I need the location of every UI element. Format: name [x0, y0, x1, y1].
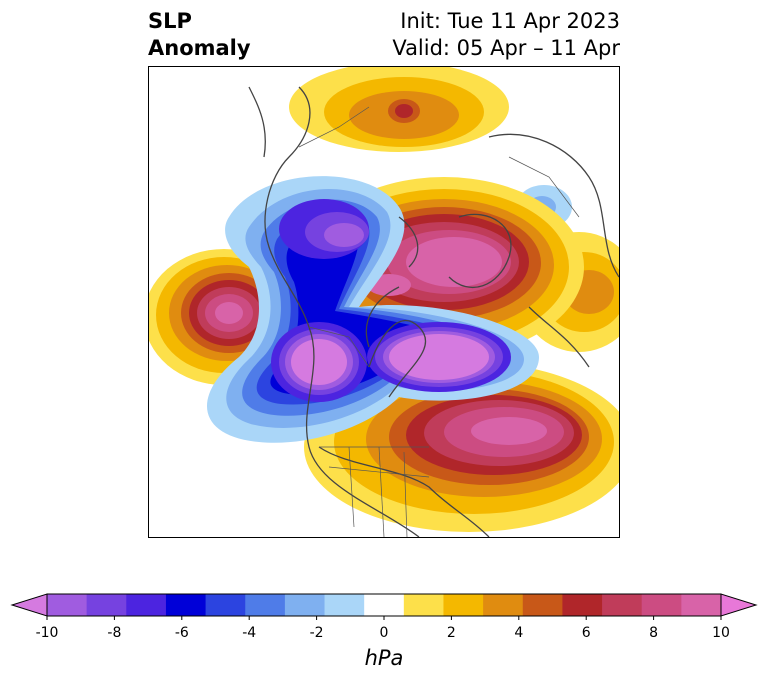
colorbar-extend-high [720, 593, 758, 617]
title-line-1: SLP [148, 9, 192, 33]
colorbar-extend-low [10, 593, 48, 617]
colorbar-tick-label: -6 [174, 625, 189, 641]
colorbar-segment [562, 594, 603, 616]
colorbar-segment [681, 594, 722, 616]
colorbar-tick-label: -8 [107, 625, 122, 641]
colorbar-segment [245, 594, 286, 616]
borders [298, 106, 580, 537]
colorbar-segment [205, 594, 246, 616]
chart-title: SLP Anomaly [148, 8, 251, 62]
colorbar [10, 593, 758, 620]
colorbar-segment [47, 594, 88, 616]
colorbar-tick-label: -4 [242, 625, 257, 641]
init-date: Init: Tue 11 Apr 2023 [400, 9, 620, 33]
title-line-2: Anomaly [148, 36, 251, 60]
slp-anomaly-map [149, 67, 619, 537]
colorbar-tick-label: -2 [309, 625, 324, 641]
map-panel [148, 66, 620, 538]
colorbar-tick-label: 4 [514, 625, 524, 641]
colorbar-segment [483, 594, 524, 616]
colorbar-tick-label: 8 [649, 625, 659, 641]
colorbar-segment [324, 594, 365, 616]
colorbar-segment [165, 594, 207, 616]
colorbar-segment [443, 594, 484, 616]
colorbar-tick-label: -10 [35, 625, 59, 641]
valid-range: Valid: 05 Apr – 11 Apr [392, 36, 620, 60]
colorbar-tick-label: 6 [581, 625, 591, 641]
colorbar-tick-label: 2 [446, 625, 456, 641]
colorbar-segment [602, 594, 643, 616]
colorbar-segment [284, 594, 326, 616]
anomaly-high-eurasia [289, 67, 509, 152]
colorbar-segment [126, 594, 167, 616]
anomaly-high-atlantic [304, 362, 619, 532]
colorbar-segment [403, 594, 444, 616]
colorbar-segment [641, 594, 682, 616]
colorbar-tick-label: 0 [379, 625, 389, 641]
colorbar-segment [522, 594, 563, 616]
colorbar-unit-label: hPa [364, 646, 404, 670]
colorbar-tick-label: 10 [712, 625, 730, 641]
chart-subtitle: Init: Tue 11 Apr 2023 Valid: 05 Apr – 11… [392, 8, 620, 62]
coastlines [248, 86, 619, 537]
colorbar-segment [364, 594, 405, 616]
colorbar-segment [86, 594, 127, 616]
